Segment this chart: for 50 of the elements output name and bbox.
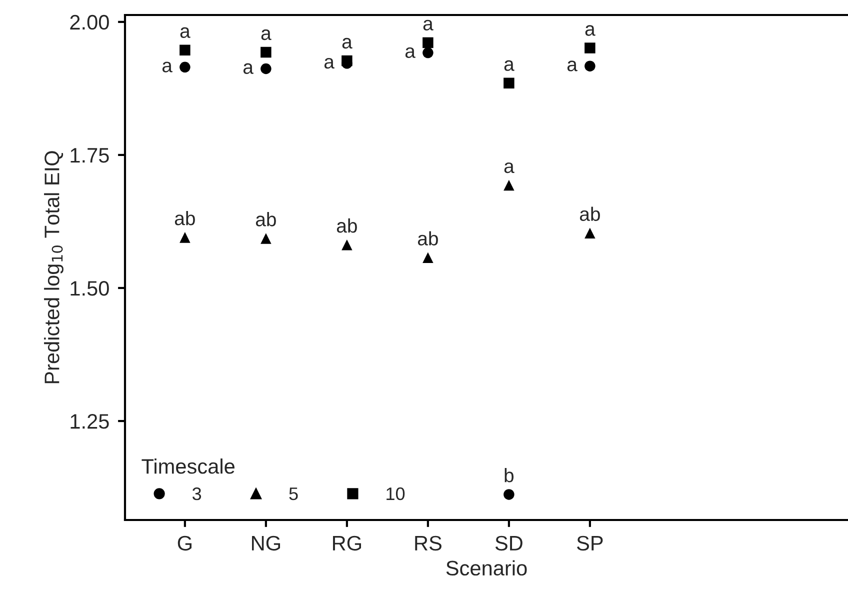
annotation: ab <box>336 218 357 233</box>
point <box>504 78 514 88</box>
annotation: a <box>162 62 172 72</box>
legend-label: 10 <box>386 487 405 500</box>
annotation: ab <box>580 206 600 221</box>
point <box>342 240 352 250</box>
annotation: a <box>405 47 416 58</box>
y-tick-label: 1.50 <box>70 280 109 296</box>
legend-title: Timescale <box>142 458 234 474</box>
annotation: a <box>261 29 272 40</box>
point <box>260 46 272 58</box>
annotation: ab <box>418 231 438 246</box>
annotation: a <box>243 63 254 74</box>
x-tick-label: SD <box>495 536 522 551</box>
x-tick-label: RG <box>333 536 362 551</box>
annotation: ab <box>256 212 276 226</box>
point <box>422 47 434 58</box>
point <box>422 252 434 264</box>
annotation: a <box>504 60 514 71</box>
annotation: b <box>504 468 514 482</box>
legend-label: 5 <box>289 488 298 500</box>
point <box>422 37 434 48</box>
point <box>180 232 190 243</box>
annotation: a <box>423 20 434 30</box>
point <box>504 180 514 191</box>
point <box>584 228 596 239</box>
annotation: a <box>324 58 334 69</box>
y-tick-label: 1.25 <box>70 414 109 429</box>
x-tick-label: NG <box>252 536 280 551</box>
point <box>584 60 596 72</box>
annotation: a <box>504 162 514 174</box>
annotation: a <box>567 60 578 72</box>
annotation: a <box>585 25 596 36</box>
annotation: ab <box>174 210 195 226</box>
point <box>180 44 190 56</box>
x-tick-label: RS <box>415 536 442 551</box>
x-tick-label: G <box>178 536 192 551</box>
legend-label: 3 <box>192 487 202 500</box>
point <box>180 62 190 73</box>
point <box>260 63 272 74</box>
point <box>504 489 514 500</box>
x-axis-title: Scenario <box>446 560 527 576</box>
annotation: a <box>342 38 352 49</box>
y-tick-label: 2.00 <box>70 14 109 30</box>
y-axis-title: Predicted log$_{10}$ Total EIQ <box>44 151 64 384</box>
y-tick-label: 1.75 <box>70 148 109 163</box>
point <box>260 233 272 244</box>
annotation: a <box>180 27 190 38</box>
point <box>584 42 596 54</box>
x-tick-label: SP <box>576 536 603 551</box>
